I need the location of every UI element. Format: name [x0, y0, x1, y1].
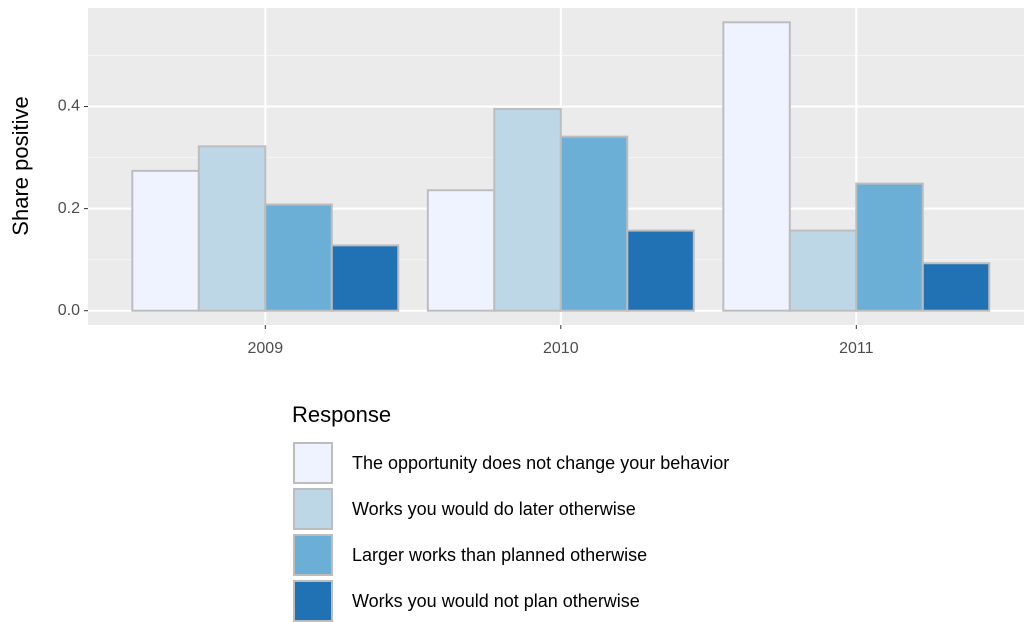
legend-key	[293, 488, 333, 530]
legend-key	[293, 580, 333, 622]
y-tick-label: 0.0	[58, 302, 80, 319]
legend-label: Works you would do later otherwise	[352, 499, 636, 519]
bar	[131, 169, 200, 312]
bar	[855, 182, 924, 312]
y-tick-label: 0.2	[58, 200, 80, 217]
x-tick-label: 2010	[543, 340, 579, 357]
legend-label: Works you would not plan otherwise	[352, 591, 640, 611]
x-tick-label: 2009	[248, 340, 284, 357]
legend-title: Response	[292, 402, 391, 427]
legend-key	[293, 534, 333, 576]
bar	[197, 145, 267, 312]
bar	[788, 229, 858, 312]
y-axis-title: Share positive	[8, 96, 33, 235]
bar	[626, 229, 695, 312]
x-tick-label: 2011	[839, 340, 874, 357]
bar	[264, 203, 333, 312]
bar	[330, 244, 400, 312]
y-tick-label: 0.4	[58, 98, 80, 115]
bar	[426, 189, 496, 312]
bar	[559, 135, 629, 312]
legend-label: Larger works than planned otherwise	[352, 545, 647, 565]
legend-key	[293, 442, 333, 484]
bar	[921, 262, 991, 312]
bar	[722, 21, 791, 312]
legend-label: The opportunity does not change your beh…	[352, 453, 729, 473]
bar	[493, 108, 562, 312]
